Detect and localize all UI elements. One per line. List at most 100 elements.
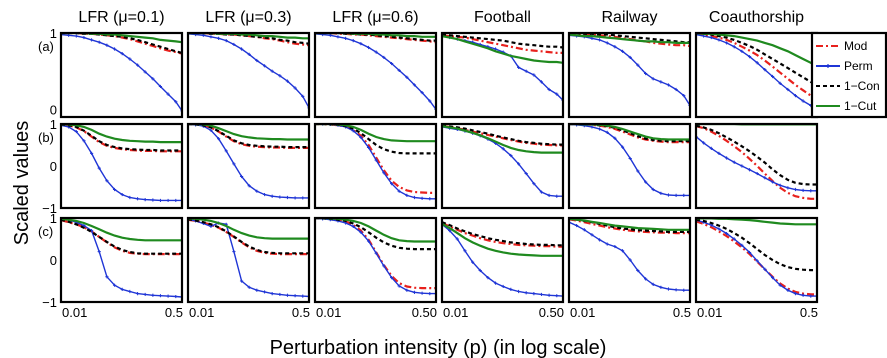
series-marker bbox=[412, 195, 417, 200]
series-line bbox=[188, 33, 309, 40]
series-marker bbox=[740, 164, 744, 168]
panel-frame bbox=[440, 122, 565, 210]
series-line bbox=[315, 124, 436, 200]
chart-panel bbox=[694, 31, 819, 119]
panel-frame bbox=[59, 31, 184, 119]
series-line bbox=[61, 33, 182, 44]
series-marker bbox=[293, 196, 297, 200]
series-line bbox=[188, 218, 309, 298]
series-marker bbox=[786, 87, 790, 92]
column-title: Coauthorship bbox=[709, 9, 804, 26]
series-marker bbox=[674, 87, 678, 92]
series-line bbox=[61, 33, 182, 112]
series-marker bbox=[455, 237, 459, 241]
series-marker bbox=[285, 293, 290, 297]
series-marker bbox=[674, 193, 678, 197]
series-marker bbox=[732, 237, 736, 241]
series-marker bbox=[351, 39, 355, 43]
series-marker bbox=[278, 74, 282, 78]
series-line bbox=[188, 124, 309, 149]
series-marker bbox=[532, 292, 536, 296]
series-marker bbox=[659, 285, 663, 289]
series-marker bbox=[74, 34, 78, 38]
series-marker bbox=[793, 187, 798, 192]
y-axis-title: Scaled values bbox=[11, 121, 33, 246]
series-line bbox=[188, 218, 309, 240]
series-marker bbox=[263, 290, 267, 294]
series-marker bbox=[174, 198, 178, 203]
series-marker bbox=[201, 33, 205, 37]
series-marker bbox=[174, 100, 178, 104]
series-marker bbox=[366, 145, 371, 150]
series-marker bbox=[801, 293, 805, 297]
y-tick-label: 0 bbox=[50, 102, 57, 117]
series-marker bbox=[636, 63, 640, 67]
series-line bbox=[696, 33, 817, 87]
series-marker bbox=[328, 33, 332, 37]
series-marker bbox=[613, 45, 617, 49]
series-line bbox=[61, 218, 182, 242]
series-marker bbox=[666, 287, 671, 291]
series-marker bbox=[509, 153, 513, 158]
series-marker bbox=[382, 264, 386, 268]
series-marker bbox=[270, 69, 274, 73]
series-line bbox=[315, 218, 436, 251]
series-marker bbox=[547, 293, 551, 297]
series-marker bbox=[232, 250, 236, 254]
series-marker bbox=[143, 70, 147, 74]
series-marker bbox=[651, 77, 655, 81]
legend-marker bbox=[826, 64, 830, 68]
series-marker bbox=[725, 156, 729, 160]
series-marker bbox=[778, 81, 782, 85]
series-marker bbox=[112, 187, 117, 192]
series-marker bbox=[128, 195, 132, 200]
series-line bbox=[696, 33, 817, 102]
series-line bbox=[61, 124, 182, 144]
series-marker bbox=[725, 41, 729, 45]
series-marker bbox=[239, 174, 244, 179]
series-marker bbox=[539, 190, 544, 194]
series-marker bbox=[524, 171, 528, 176]
series-marker bbox=[67, 33, 71, 37]
legend-label: Mod bbox=[844, 39, 867, 53]
series-line bbox=[61, 124, 182, 202]
series-marker bbox=[374, 158, 378, 162]
series-marker bbox=[605, 130, 609, 134]
series-marker bbox=[755, 171, 759, 176]
series-line bbox=[696, 218, 817, 226]
series-marker bbox=[278, 195, 282, 199]
panel-frame bbox=[567, 216, 692, 304]
series-line bbox=[442, 35, 563, 64]
row-label: (c) bbox=[38, 224, 53, 239]
series-marker bbox=[374, 251, 378, 255]
series-marker bbox=[247, 52, 251, 56]
series-line bbox=[696, 124, 817, 186]
series-marker bbox=[717, 151, 721, 155]
series-marker bbox=[801, 99, 805, 103]
chart-panel bbox=[567, 31, 692, 119]
series-marker bbox=[158, 84, 163, 89]
series-marker bbox=[374, 50, 378, 54]
legend-label: 1−Con bbox=[844, 79, 880, 93]
x-tick-label: 0.01 bbox=[443, 305, 468, 320]
series-marker bbox=[747, 168, 752, 172]
series-marker bbox=[428, 197, 432, 201]
y-tick-label: 1 bbox=[50, 117, 57, 132]
series-marker bbox=[666, 83, 671, 87]
series-marker bbox=[702, 34, 706, 38]
legend-label: 1−Cut bbox=[844, 99, 877, 113]
series-marker bbox=[590, 125, 594, 129]
legend-box bbox=[810, 31, 887, 119]
series-line bbox=[442, 125, 563, 154]
series-marker bbox=[351, 129, 355, 133]
series-marker bbox=[763, 176, 767, 180]
series-line bbox=[315, 124, 436, 155]
series-marker bbox=[666, 193, 671, 197]
series-marker bbox=[428, 99, 432, 103]
series-marker bbox=[628, 156, 632, 161]
series-marker bbox=[412, 83, 417, 87]
series-marker bbox=[555, 92, 559, 96]
column-title: LFR (μ=0.1) bbox=[78, 9, 164, 26]
